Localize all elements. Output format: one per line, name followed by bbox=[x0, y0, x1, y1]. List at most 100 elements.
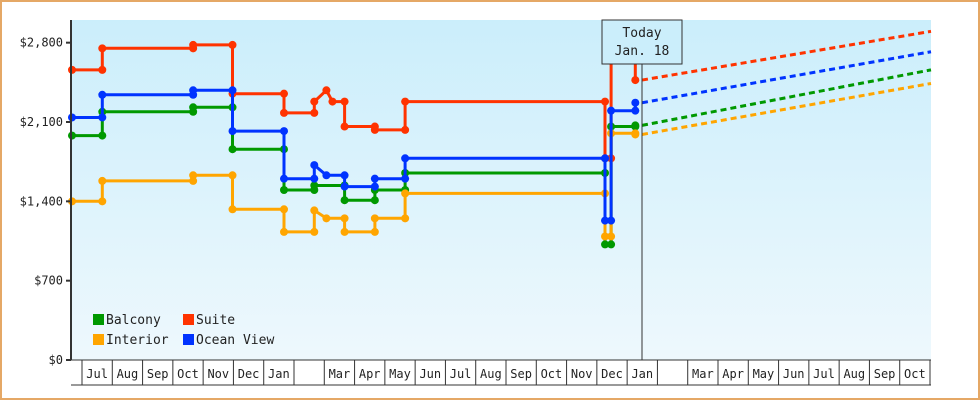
x-tick-label: Apr bbox=[359, 367, 381, 381]
data-point bbox=[280, 174, 288, 183]
x-tick-label: Jan bbox=[268, 367, 290, 381]
x-tick-label: Mar bbox=[329, 367, 351, 381]
data-point bbox=[228, 145, 237, 154]
data-point bbox=[370, 182, 379, 191]
x-tick-label: May bbox=[389, 367, 411, 381]
data-point bbox=[370, 214, 379, 223]
x-tick-label: May bbox=[753, 367, 775, 381]
data-point bbox=[310, 227, 319, 236]
x-tick-label: Oct bbox=[177, 367, 199, 381]
data-point bbox=[98, 197, 107, 206]
data-point bbox=[310, 108, 319, 117]
x-tick-label: Jun bbox=[419, 367, 441, 381]
today-marker: Today Jan. 18 bbox=[601, 19, 683, 360]
data-point bbox=[322, 171, 331, 180]
data-point bbox=[401, 125, 410, 134]
today-label: Today bbox=[622, 26, 661, 41]
data-point bbox=[631, 130, 640, 139]
y-tick-label: $1,400 bbox=[20, 194, 63, 208]
x-tick-label: Aug bbox=[480, 367, 502, 381]
data-point bbox=[340, 182, 349, 191]
legend-swatch bbox=[93, 314, 104, 325]
data-point bbox=[310, 161, 319, 170]
x-tick-label: Sep bbox=[510, 367, 532, 381]
data-point bbox=[310, 181, 319, 190]
data-point bbox=[228, 40, 237, 49]
data-point bbox=[98, 44, 107, 53]
forecast-line-suite bbox=[641, 29, 932, 82]
y-tick-label: $700 bbox=[34, 274, 63, 288]
data-point bbox=[340, 227, 349, 236]
x-tick-label: Oct bbox=[904, 367, 926, 381]
data-point bbox=[189, 86, 198, 95]
data-point bbox=[401, 174, 410, 183]
data-point bbox=[601, 97, 610, 106]
x-tick-label: Jul bbox=[450, 367, 472, 381]
y-tick-label: $0 bbox=[49, 353, 63, 367]
data-point bbox=[280, 127, 288, 136]
data-point bbox=[607, 232, 616, 241]
data-point bbox=[340, 171, 349, 180]
data-point bbox=[98, 131, 107, 140]
x-tick-label: Sep bbox=[147, 367, 169, 381]
x-tick-label: Jan bbox=[631, 367, 653, 381]
x-tick-label: Mar bbox=[692, 367, 714, 381]
data-point bbox=[601, 240, 610, 249]
axes: $0 $700 $1,400 $2,100 $2,800 Jul Aug Sep Oct Nov D… bbox=[20, 20, 931, 386]
y-tick-label: $2,800 bbox=[20, 36, 63, 50]
data-point bbox=[310, 97, 319, 106]
today-box bbox=[601, 19, 683, 65]
legend-swatch bbox=[93, 334, 104, 345]
forecast-line-interior bbox=[641, 81, 932, 136]
data-point bbox=[370, 125, 379, 134]
data-point bbox=[189, 40, 198, 49]
today-date: Jan. 18 bbox=[615, 44, 670, 59]
x-tick-label: Apr bbox=[722, 367, 744, 381]
x-tick-label: Jun bbox=[783, 367, 805, 381]
legend-swatch bbox=[183, 334, 194, 345]
data-point bbox=[98, 176, 107, 185]
data-point bbox=[370, 227, 379, 236]
series-layer bbox=[68, 29, 932, 249]
legend-label: Balcony bbox=[106, 313, 161, 328]
data-point bbox=[601, 232, 610, 241]
data-point bbox=[280, 205, 288, 214]
data-point bbox=[322, 214, 331, 223]
data-point bbox=[631, 121, 640, 130]
data-point bbox=[601, 216, 610, 225]
data-point bbox=[189, 171, 198, 180]
data-point bbox=[228, 205, 237, 214]
data-point bbox=[401, 97, 410, 106]
data-point bbox=[370, 174, 379, 183]
data-point bbox=[228, 86, 237, 95]
data-point bbox=[401, 154, 410, 163]
x-tick-label: Aug bbox=[843, 367, 865, 381]
data-point bbox=[370, 196, 379, 205]
legend-label: Interior bbox=[106, 333, 169, 348]
data-point bbox=[631, 98, 640, 107]
legend-label: Suite bbox=[196, 313, 235, 328]
forecast-line-ocean-view bbox=[641, 50, 932, 105]
x-tick-label: Dec bbox=[238, 367, 260, 381]
data-point bbox=[340, 122, 349, 131]
data-point bbox=[280, 186, 288, 194]
x-tick-label: Sep bbox=[874, 367, 896, 381]
data-point bbox=[340, 196, 349, 205]
legend-label: Ocean View bbox=[196, 333, 274, 348]
data-point bbox=[401, 214, 410, 223]
x-tick-label: Oct bbox=[541, 367, 563, 381]
data-point bbox=[189, 176, 198, 185]
data-point bbox=[340, 214, 349, 223]
data-point bbox=[310, 206, 319, 215]
x-tick-label: Jul bbox=[86, 367, 108, 381]
data-point bbox=[228, 171, 237, 180]
data-point bbox=[98, 65, 107, 74]
data-point bbox=[280, 89, 288, 98]
data-point bbox=[98, 113, 107, 122]
plot-area bbox=[71, 20, 931, 360]
legend-swatch bbox=[183, 314, 194, 325]
data-point bbox=[607, 216, 616, 225]
x-tick-label: Aug bbox=[117, 367, 139, 381]
data-point bbox=[328, 97, 337, 106]
